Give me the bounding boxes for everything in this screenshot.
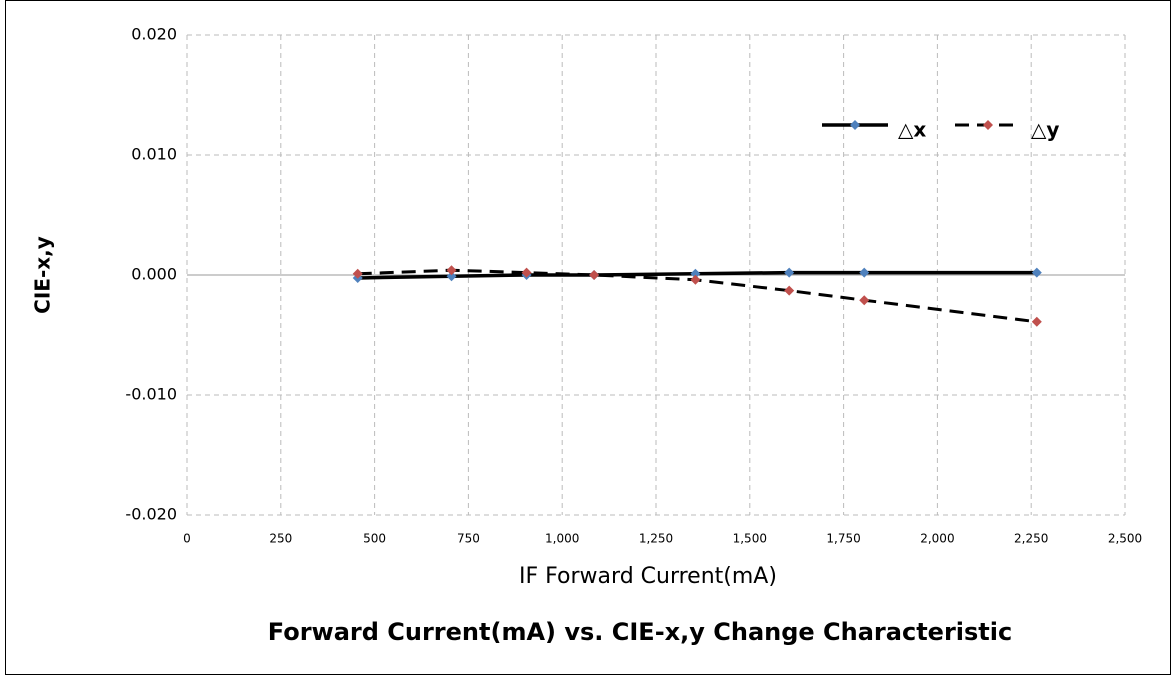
series-line	[357, 268, 1038, 324]
data-point	[859, 295, 870, 306]
series-line	[357, 270, 1037, 280]
x-tick-label: 0	[183, 532, 191, 546]
x-axis-label: IF Forward Current(mA)	[519, 564, 777, 589]
data-point	[690, 268, 701, 279]
x-tick-label: 2,250	[1014, 532, 1048, 546]
legend-label: △y	[1031, 118, 1059, 142]
data-point	[1031, 316, 1042, 327]
data-point	[1031, 267, 1042, 278]
legend-label: △x	[898, 118, 926, 142]
data-point	[784, 285, 795, 296]
y-tick-label: 0.000	[131, 265, 177, 284]
y-tick-label: 0.020	[131, 25, 177, 44]
data-point	[521, 267, 532, 278]
data-point	[352, 268, 363, 279]
chart-border	[5, 0, 1171, 675]
x-tick-label: 2,500	[1108, 532, 1142, 546]
x-tick-label: 750	[457, 532, 480, 546]
x-tick-label: 1,500	[733, 532, 767, 546]
x-tick-label: 1,000	[545, 532, 579, 546]
x-tick-label: 1,250	[639, 532, 673, 546]
data-point	[446, 271, 457, 282]
y-tick-label: -0.010	[125, 385, 177, 404]
chart-title: Forward Current(mA) vs. CIE-x,y Change C…	[268, 618, 1012, 646]
legend-marker	[850, 120, 860, 130]
y-axis-label: CIE-x,y	[31, 236, 55, 314]
x-tick-label: 2,000	[920, 532, 954, 546]
y-tick-label: 0.010	[131, 145, 177, 164]
x-tick-label: 250	[269, 532, 292, 546]
legend-marker	[983, 120, 993, 130]
data-point	[859, 267, 870, 278]
data-point	[589, 270, 600, 280]
data-point	[690, 274, 701, 285]
x-tick-label: 1,750	[826, 532, 860, 546]
y-tick-label: -0.020	[125, 505, 177, 524]
data-point	[784, 267, 795, 278]
x-tick-label: 500	[363, 532, 386, 546]
data-point	[446, 265, 457, 276]
